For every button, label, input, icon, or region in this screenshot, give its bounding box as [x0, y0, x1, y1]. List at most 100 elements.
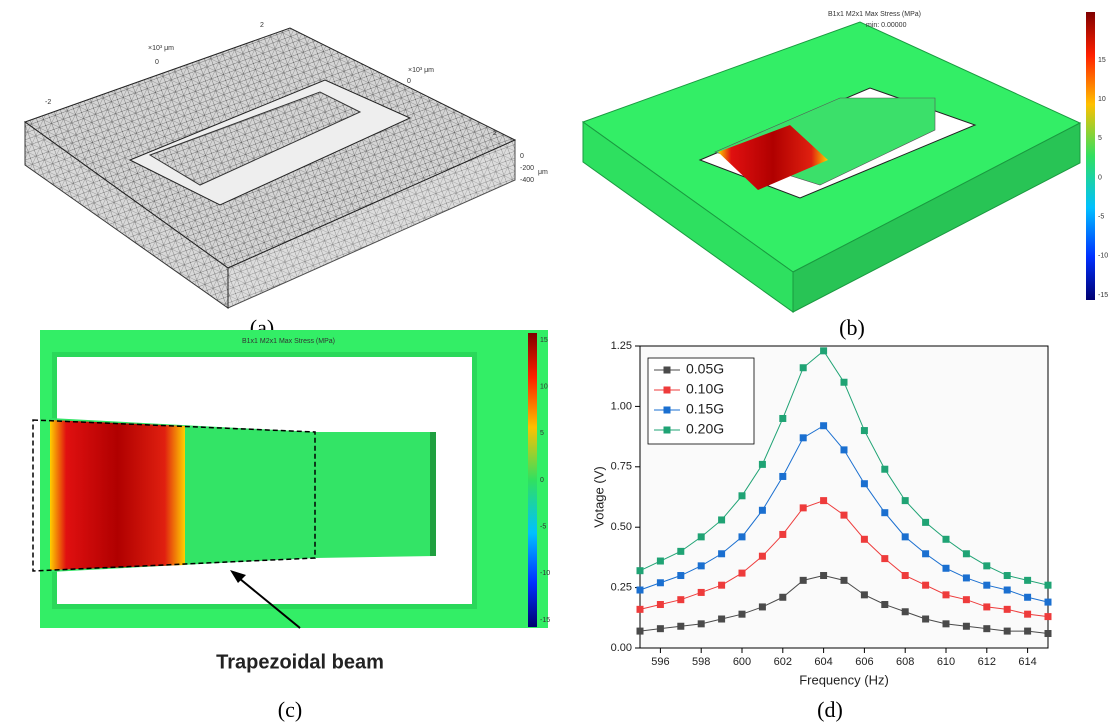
data-point [657, 601, 664, 608]
data-point [698, 589, 705, 596]
data-point [759, 461, 766, 468]
data-point [698, 533, 705, 540]
figure: ×10³ μm -2 0 2 ×10³ μm 0 2 0 -200 μm -40… [0, 0, 1108, 725]
data-point [1045, 582, 1052, 589]
data-point [881, 466, 888, 473]
data-point [677, 596, 684, 603]
x-tick-label: 612 [978, 656, 996, 668]
data-point [698, 620, 705, 627]
data-point [902, 572, 909, 579]
colorbar-tick-label: 5 [1098, 135, 1102, 142]
annotation: Trapezoidal beam [216, 651, 384, 673]
data-point [677, 623, 684, 630]
data-point [841, 512, 848, 519]
data-point [1045, 599, 1052, 606]
colorbar-tick-label: -5 [1098, 214, 1104, 221]
tick-label: -400 [520, 177, 534, 184]
legend-marker [664, 407, 671, 414]
data-point [779, 531, 786, 538]
data-point [983, 582, 990, 589]
tick-label: -2 [45, 99, 51, 106]
x-axis-label: Frequency (Hz) [799, 672, 889, 687]
axis-unit: ×10³ μm [408, 67, 434, 74]
panel-c: B1x1 M2x1 Max Stress (MPa) Trapezoidal b… [33, 330, 548, 722]
colorbar [528, 333, 537, 627]
legend-label: 0.15G [686, 401, 724, 417]
data-point [943, 591, 950, 598]
data-point [677, 548, 684, 555]
x-tick-label: 610 [937, 656, 955, 668]
data-point [922, 582, 929, 589]
data-point [943, 565, 950, 572]
data-point [820, 572, 827, 579]
data-point [1045, 613, 1052, 620]
x-tick-label: 606 [855, 656, 873, 668]
colorbar-tick-label: 15 [540, 337, 548, 344]
tick-label: 0 [155, 59, 159, 66]
data-point [820, 497, 827, 504]
x-tick-label: 614 [1018, 656, 1036, 668]
x-tick-label: 608 [896, 656, 914, 668]
colorbar-tick-label: -5 [540, 524, 546, 531]
colorbar-tick-label: 0 [540, 477, 544, 484]
tick-label: 0 [407, 78, 411, 85]
data-point [779, 415, 786, 422]
data-point [963, 550, 970, 557]
data-point [1024, 611, 1031, 618]
panel-b: B1x1 M2x1 Max Stress (MPa) min: 0.00000 … [583, 11, 1095, 340]
colorbar-tick-label: 10 [1098, 96, 1106, 103]
data-point [779, 473, 786, 480]
colorbar-tick-label: -10 [540, 570, 550, 577]
data-point [841, 379, 848, 386]
data-point [739, 570, 746, 577]
data-point [779, 594, 786, 601]
data-point [881, 509, 888, 516]
data-point [902, 497, 909, 504]
data-point [739, 492, 746, 499]
data-point [983, 562, 990, 569]
data-point [800, 364, 807, 371]
data-point [637, 567, 644, 574]
data-point [881, 555, 888, 562]
legend-marker [664, 427, 671, 434]
colorbar-tick-label: 0 [1098, 174, 1102, 181]
data-point [983, 625, 990, 632]
data-point [637, 628, 644, 635]
data-point [922, 616, 929, 623]
y-tick-label: 0.25 [611, 582, 632, 594]
colorbar-tick-label: -10 [1098, 253, 1108, 260]
data-point [943, 620, 950, 627]
data-point [657, 625, 664, 632]
data-point [861, 480, 868, 487]
data-point [841, 446, 848, 453]
axis-unit: ×10³ μm [148, 45, 174, 52]
tick-label: 2 [493, 130, 497, 137]
data-point [963, 623, 970, 630]
x-tick-label: 604 [814, 656, 832, 668]
data-point [739, 533, 746, 540]
data-point [718, 582, 725, 589]
data-point [800, 504, 807, 511]
legend-label: 0.10G [686, 381, 724, 397]
data-point [800, 577, 807, 584]
data-point [1004, 572, 1011, 579]
y-tick-label: 0.75 [611, 461, 632, 473]
panel-label: (b) [839, 315, 865, 340]
data-point [657, 558, 664, 565]
data-point [718, 616, 725, 623]
data-point [759, 553, 766, 560]
y-tick-label: 0.50 [611, 521, 632, 533]
data-point [1004, 587, 1011, 594]
data-point [983, 603, 990, 610]
data-point [943, 536, 950, 543]
data-point [800, 434, 807, 441]
x-tick-label: 596 [651, 656, 669, 668]
data-point [718, 516, 725, 523]
data-point [922, 519, 929, 526]
panel-label: (c) [278, 697, 302, 722]
y-tick-label: 1.25 [611, 340, 632, 352]
plot-title: B1x1 M2x1 Max Stress (MPa) [828, 11, 921, 18]
data-point [759, 507, 766, 514]
data-point [1024, 594, 1031, 601]
